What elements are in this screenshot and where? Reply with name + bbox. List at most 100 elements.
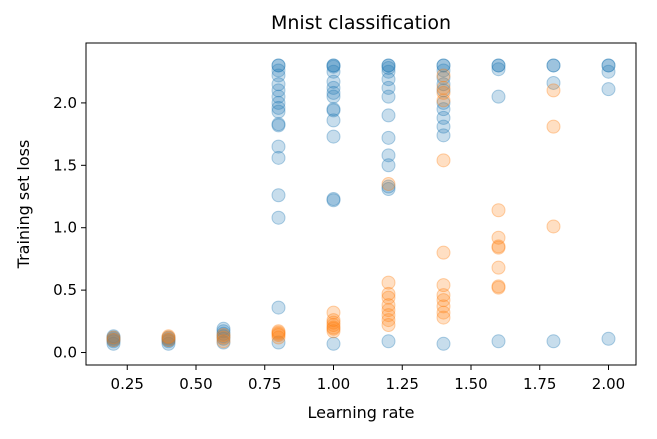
x-tick-label: 0.50 — [179, 375, 212, 393]
scatter-point-s0-45 — [326, 74, 341, 89]
y-tick-label: 0.0 — [53, 344, 77, 362]
scatter-point-s0-66 — [436, 119, 451, 134]
scatter-point-s0-63 — [381, 58, 396, 73]
scatter-point-s0-71 — [436, 77, 451, 92]
scatter-point-s0-3 — [106, 331, 121, 346]
y-tick-label: 1.0 — [53, 219, 77, 237]
scatter-point-s1-14 — [326, 321, 341, 336]
scatter-point-s0-2 — [106, 333, 121, 348]
scatter-point-s1-7 — [216, 328, 231, 343]
scatter-point-s0-85 — [601, 331, 616, 346]
scatter-point-s0-43 — [326, 85, 341, 100]
scatter-point-s0-23 — [271, 118, 286, 133]
scatter-point-s1-32 — [436, 293, 451, 308]
scatter-point-s0-79 — [491, 58, 506, 73]
scatter-point-s0-21 — [271, 150, 286, 165]
scatter-point-s1-35 — [436, 245, 451, 260]
scatter-point-s0-65 — [436, 128, 451, 143]
scatter-point-s0-84 — [546, 58, 561, 73]
scatter-point-s0-62 — [381, 58, 396, 73]
scatter-point-s1-13 — [326, 324, 341, 339]
scatter-point-s0-60 — [381, 64, 396, 79]
scatter-point-s0-57 — [381, 89, 396, 104]
scatter-point-s0-11 — [216, 335, 231, 350]
scatter-point-s1-0 — [106, 333, 121, 348]
points-layer — [106, 58, 616, 351]
x-tick-label: 2.00 — [592, 375, 625, 393]
scatter-point-s1-47 — [491, 203, 506, 218]
scatter-point-s1-40 — [436, 68, 451, 83]
scatter-point-s1-26 — [381, 286, 396, 301]
scatter-point-s1-38 — [436, 85, 451, 100]
scatter-point-s0-83 — [546, 58, 561, 73]
scatter-point-s0-9 — [161, 331, 176, 346]
scatter-point-s0-32 — [271, 63, 286, 78]
y-axis-ticks: 0.0 0.5 1.0 1.5 2.0 — [53, 94, 86, 362]
scatter-point-s1-3 — [161, 330, 176, 345]
scatter-point-s0-28 — [271, 89, 286, 104]
y-tick-label: 0.5 — [53, 281, 77, 299]
chart-title: Mnist classification — [271, 12, 451, 34]
plot-frame — [85, 42, 637, 366]
scatter-point-s0-73 — [436, 63, 451, 78]
scatter-point-s0-74 — [436, 58, 451, 73]
scatter-point-s0-5 — [106, 329, 121, 344]
scatter-point-s0-42 — [326, 89, 341, 104]
scatter-point-s0-58 — [381, 80, 396, 95]
y-axis-label: Training set loss — [14, 140, 33, 270]
scatter-point-s0-50 — [381, 334, 396, 349]
scatter-point-s0-76 — [491, 334, 506, 349]
scatter-point-s0-0 — [106, 336, 121, 351]
scatter-point-s1-48 — [546, 219, 561, 234]
scatter-point-s0-82 — [546, 75, 561, 90]
scatter-point-s0-81 — [546, 334, 561, 349]
scatter-point-s0-77 — [491, 89, 506, 104]
scatter-point-s0-78 — [491, 62, 506, 77]
scatter-point-s1-43 — [491, 260, 506, 275]
y-tick-label: 2.0 — [53, 94, 77, 112]
scatter-point-s0-36 — [326, 193, 341, 208]
scatter-point-s1-10 — [271, 326, 286, 341]
scatter-point-s0-30 — [271, 77, 286, 92]
scatter-point-s0-24 — [271, 117, 286, 132]
scatter-point-s0-64 — [436, 336, 451, 351]
scatter-point-s1-11 — [271, 325, 286, 340]
scatter-point-s0-72 — [436, 70, 451, 85]
scatter-point-s1-29 — [436, 310, 451, 325]
scatter-point-s0-69 — [436, 95, 451, 110]
scatter-point-s0-87 — [601, 64, 616, 79]
scatter-point-s1-37 — [436, 93, 451, 108]
scatter-point-s0-89 — [601, 58, 616, 73]
scatter-point-s1-17 — [326, 315, 341, 330]
scatter-point-s1-24 — [381, 298, 396, 313]
scatter-point-s1-8 — [271, 330, 286, 345]
scatter-point-s0-15 — [216, 324, 231, 339]
scatter-point-s0-75 — [436, 58, 451, 73]
scatter-point-s0-40 — [326, 103, 341, 118]
scatter-point-s1-45 — [491, 239, 506, 254]
scatter-point-s0-46 — [326, 64, 341, 79]
scatter-point-s1-28 — [381, 177, 396, 192]
y-tick-label: 1.5 — [53, 156, 77, 174]
scatter-point-s1-36 — [436, 153, 451, 168]
scatter-point-s0-86 — [601, 82, 616, 97]
scatter-point-s1-30 — [436, 305, 451, 320]
x-tick-label: 1.75 — [523, 375, 556, 393]
scatter-point-s0-6 — [161, 336, 176, 351]
scatter-point-s0-55 — [381, 130, 396, 145]
scatter-point-s0-88 — [601, 58, 616, 73]
scatter-point-s1-23 — [381, 303, 396, 318]
x-tick-label: 0.25 — [111, 375, 144, 393]
scatter-point-s1-9 — [271, 328, 286, 343]
scatter-point-s0-8 — [161, 333, 176, 348]
x-tick-label: 0.75 — [248, 375, 281, 393]
scatter-point-s0-39 — [326, 113, 341, 128]
scatter-point-s0-38 — [326, 129, 341, 144]
scatter-point-s1-44 — [491, 240, 506, 255]
scatter-point-s0-18 — [271, 300, 286, 315]
scatter-point-s0-7 — [161, 334, 176, 349]
scatter-point-s1-25 — [381, 290, 396, 305]
scatter-point-s0-68 — [436, 102, 451, 117]
scatter-point-s1-33 — [436, 288, 451, 303]
